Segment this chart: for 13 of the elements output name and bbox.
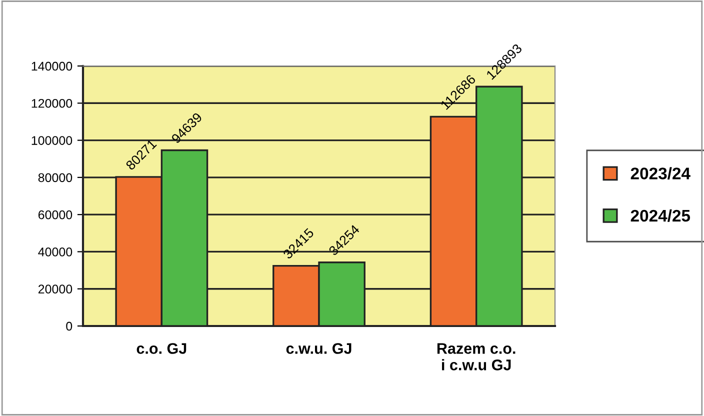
x-tick-label: Razem c.o. i c.w.u GJ <box>437 343 516 370</box>
x-tick-label: c.o. GJ <box>136 343 186 354</box>
y-tick-label: 100000 <box>32 136 72 145</box>
legend-label: 2023/24 <box>630 167 690 180</box>
y-tick-label: 0 <box>66 322 72 331</box>
y-tick-label: 140000 <box>32 62 72 71</box>
x-tick-label: c.w.u. GJ <box>286 343 352 354</box>
y-tick-label: 120000 <box>32 98 72 108</box>
legend-label: 2024/25 <box>630 209 690 222</box>
y-tick-label: 60000 <box>38 210 72 220</box>
y-tick-label: 80000 <box>38 173 72 182</box>
y-tick-label: 20000 <box>38 284 72 294</box>
y-tick-label: 40000 <box>38 248 72 256</box>
